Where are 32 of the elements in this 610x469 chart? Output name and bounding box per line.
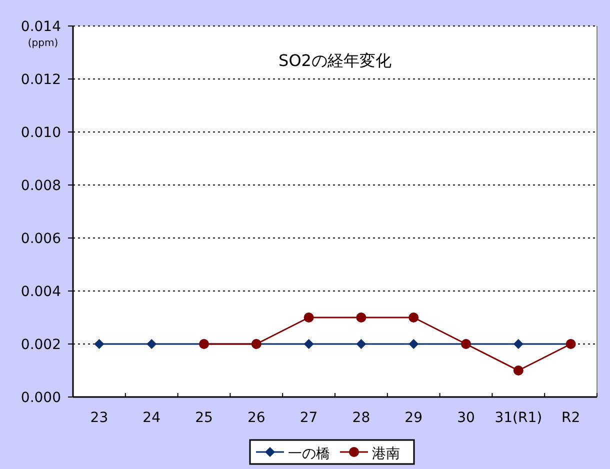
y-tick-label: 0.010 bbox=[20, 125, 61, 141]
y-axis-title: (ppm) bbox=[28, 38, 58, 49]
x-tick-label: 27 bbox=[300, 410, 318, 426]
y-tick-label: 0.014 bbox=[20, 19, 62, 35]
x-tick-label: 28 bbox=[352, 410, 370, 426]
point bbox=[513, 339, 524, 349]
point bbox=[356, 312, 366, 322]
point bbox=[408, 339, 419, 349]
point bbox=[304, 312, 314, 322]
y-tick-label: 0.004 bbox=[20, 284, 62, 300]
x-tick-label: 25 bbox=[195, 410, 213, 426]
y-tick-label: 0.012 bbox=[20, 72, 61, 88]
point bbox=[356, 339, 366, 349]
x-tick-label: R2 bbox=[561, 410, 580, 426]
x-tick-label: 26 bbox=[247, 410, 266, 426]
legend-label: 港南 bbox=[372, 446, 400, 462]
point bbox=[408, 312, 419, 322]
x-tick-label: 24 bbox=[142, 410, 161, 426]
text: SO2の経年変化 bbox=[278, 51, 392, 70]
y-tick-label: 0.002 bbox=[20, 337, 61, 353]
point bbox=[94, 339, 104, 349]
x-tick-label: 30 bbox=[457, 410, 475, 426]
point bbox=[513, 366, 524, 376]
y-tick-label: 0.006 bbox=[20, 231, 62, 247]
point bbox=[146, 339, 157, 349]
legend-label: 一の橋 bbox=[288, 446, 330, 462]
x-tick-label: 31(R1) bbox=[494, 410, 542, 426]
point bbox=[304, 339, 314, 349]
y-tick-label: 0.000 bbox=[20, 390, 61, 406]
x-tick-label: 29 bbox=[404, 410, 423, 426]
y-tick-label: 0.008 bbox=[20, 178, 61, 194]
x-tick-label: 23 bbox=[90, 410, 108, 426]
